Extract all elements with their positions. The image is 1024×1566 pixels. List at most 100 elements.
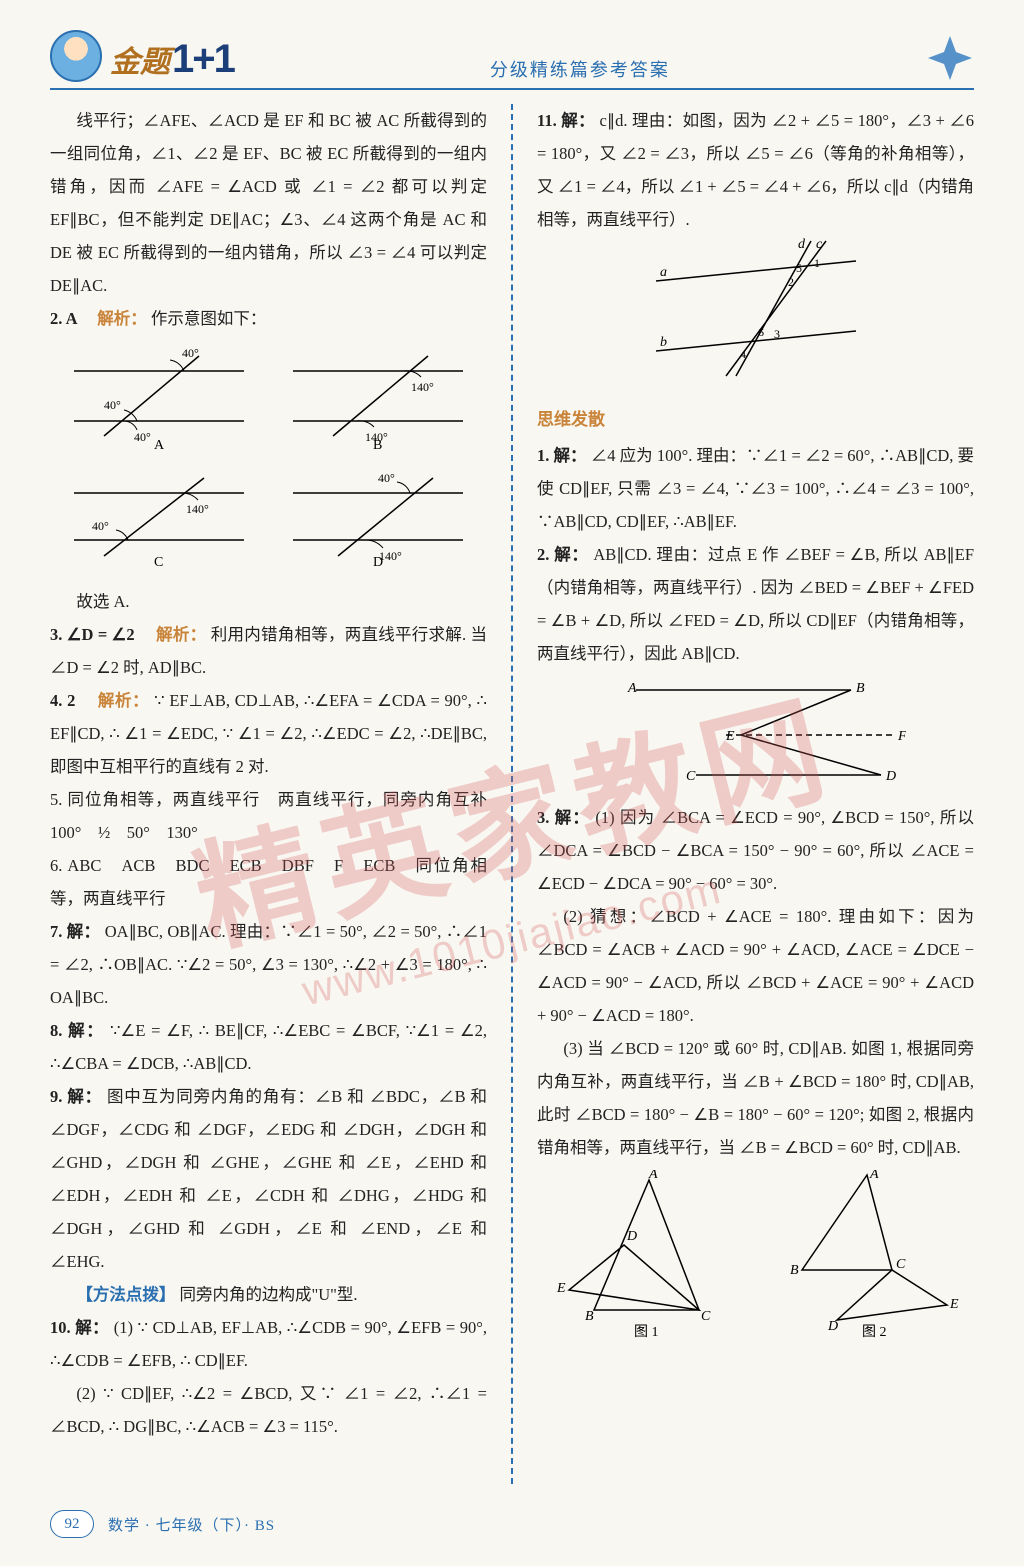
diagram-fig1: A B C D E 图 1 xyxy=(549,1170,739,1351)
svg-text:40°: 40° xyxy=(92,519,109,533)
analysis-label: 解析： xyxy=(98,691,149,710)
svg-text:40°: 40° xyxy=(378,471,395,485)
diagram-row-2: 140° 40° C 40° 140° D xyxy=(50,468,487,579)
solve-label: 解： xyxy=(75,1318,109,1337)
diagram-C: 140° 40° C xyxy=(64,468,254,579)
solve-label: 解： xyxy=(555,808,590,827)
header-subtitle: 分级精练篇参考答案 xyxy=(490,56,670,82)
q7-label: 7. xyxy=(50,922,62,941)
analysis-label: 解析： xyxy=(156,625,206,644)
section-sws: 思维发散 xyxy=(537,403,974,437)
page-header: 金题 1+1 分级精练篇参考答案 xyxy=(50,20,974,90)
solve-label: 解： xyxy=(67,1087,102,1106)
svg-text:6: 6 xyxy=(758,325,764,339)
diagram-s3-row: A B C D E 图 1 A B C D xyxy=(537,1170,974,1351)
svg-text:D: D xyxy=(626,1229,637,1244)
svg-text:B: B xyxy=(373,438,382,451)
svg-text:E: E xyxy=(725,729,735,744)
svg-text:E: E xyxy=(949,1297,959,1312)
l-q10: 10. 解： (1) ∵ CD⊥AB, EF⊥AB, ∴∠CDB = 90°, … xyxy=(50,1311,487,1377)
l-q6: 6. ABC ACB BDC ECB DBF F ECB 同位角相等，两直线平行 xyxy=(50,849,487,915)
svg-text:1: 1 xyxy=(814,256,820,270)
svg-text:2: 2 xyxy=(788,275,794,289)
svg-text:B: B xyxy=(856,681,865,696)
svg-text:4: 4 xyxy=(740,347,746,361)
page-footer: 92 数学 · 七年级（下）· BS xyxy=(50,1510,275,1538)
svg-text:A: A xyxy=(154,438,165,451)
header-ornament-icon xyxy=(926,34,974,82)
svg-text:3: 3 xyxy=(774,327,780,341)
right-column: 11. 解： c∥d. 理由：如图，因为 ∠2 + ∠5 = 180°，∠3 +… xyxy=(537,104,974,1484)
svg-text:D: D xyxy=(827,1319,838,1334)
svg-text:D: D xyxy=(373,555,383,568)
q8-label: 8. xyxy=(50,1021,62,1040)
svg-text:d: d xyxy=(798,237,806,252)
l-q9: 9. 解： 图中互为同旁内角的角有：∠B 和 ∠BDC，∠B 和 ∠DGF，∠C… xyxy=(50,1080,487,1278)
diagram-B: 140° 140° B xyxy=(283,341,473,462)
solve-label: 解： xyxy=(554,446,587,465)
l-q1-cont: 线平行；∠AFE、∠ACD 是 EF 和 BC 被 AC 所截得到的一组同位角，… xyxy=(50,104,487,302)
solve-label: 解： xyxy=(561,111,595,130)
s1-body: ∠4 应为 100°. 理由：∵∠1 = ∠2 = 60°, ∴AB∥CD, 要… xyxy=(537,446,974,531)
svg-text:C: C xyxy=(701,1309,711,1324)
avatar-icon xyxy=(50,30,102,82)
q2-analysis: 作示意图如下： xyxy=(151,309,267,328)
diagram-fig2: A B C D E 图 2 xyxy=(762,1170,962,1351)
svg-text:A: A xyxy=(648,1170,658,1182)
analysis-label: 解析： xyxy=(97,309,147,328)
left-column: 线平行；∠AFE、∠ACD 是 EF 和 BC 被 AC 所截得到的一组同位角，… xyxy=(50,104,487,1484)
svg-text:40°: 40° xyxy=(104,398,121,412)
select-A: 故选 A. xyxy=(50,585,487,618)
q9-label: 9. xyxy=(50,1087,62,1106)
l-q2: 2. A 解析： 作示意图如下： xyxy=(50,302,487,335)
q10-a: (1) ∵ CD⊥AB, EF⊥AB, ∴∠CDB = 90°, ∠EFB = … xyxy=(50,1318,487,1370)
svg-text:C: C xyxy=(896,1257,906,1272)
r-s3: 3. 解： (1) 因为 ∠BCA = ∠ECD = 90°, ∠BCD = 1… xyxy=(537,801,974,900)
svg-text:F: F xyxy=(897,729,906,744)
q3-label: 3. ∠D = ∠2 xyxy=(50,625,152,644)
page: 金题 1+1 分级精练篇参考答案 线平行；∠AFE、∠ACD 是 EF 和 BC… xyxy=(0,0,1024,1566)
r-s2: 2. 解： AB∥CD. 理由：过点 E 作 ∠BEF = ∠B, 所以 AB∥… xyxy=(537,538,974,670)
solve-label: 解： xyxy=(68,1021,104,1040)
s3-label: 3. xyxy=(537,808,549,827)
method-label: 【方法点拨】 xyxy=(76,1285,175,1304)
l-q8: 8. 解： ∵∠E = ∠F, ∴ BE∥CF, ∴∠EBC = ∠BCF, ∵… xyxy=(50,1014,487,1080)
diagram-D: 40° 140° D xyxy=(283,468,473,579)
column-divider xyxy=(511,104,513,1484)
s3-a: (1) 因为 ∠BCA = ∠ECD = 90°, ∠BCD = 150°, 所… xyxy=(537,808,974,893)
l-q7: 7. 解： OA∥BC, OB∥AC. 理由：∵∠1 = 50°, ∠2 = 5… xyxy=(50,915,487,1014)
svg-text:40°: 40° xyxy=(182,346,199,360)
q11-label: 11. xyxy=(537,111,557,130)
logo-text: 金题 1+1 xyxy=(110,37,234,82)
svg-text:B: B xyxy=(790,1263,799,1278)
svg-text:40°: 40° xyxy=(134,430,151,444)
r-q11: 11. 解： c∥d. 理由：如图，因为 ∠2 + ∠5 = 180°，∠3 +… xyxy=(537,104,974,236)
q7-body: OA∥BC, OB∥AC. 理由：∵∠1 = 50°, ∠2 = 50°, ∴∠… xyxy=(50,922,487,1007)
l-q3: 3. ∠D = ∠2 解析： 利用内错角相等，两直线平行求解. 当 ∠D = ∠… xyxy=(50,618,487,684)
footer-text: 数学 · 七年级（下）· BS xyxy=(108,1514,275,1535)
s1-label: 1. xyxy=(537,446,549,465)
q9-method-body: 同旁内角的边构成"U"型. xyxy=(180,1285,358,1304)
logo-group: 金题 1+1 xyxy=(50,30,234,82)
svg-text:B: B xyxy=(585,1309,594,1324)
svg-text:图 1: 图 1 xyxy=(634,1325,659,1340)
svg-text:5: 5 xyxy=(796,261,802,275)
page-number: 92 xyxy=(50,1510,94,1538)
svg-text:a: a xyxy=(660,265,667,280)
l-q9-method: 【方法点拨】 同旁内角的边构成"U"型. xyxy=(50,1278,487,1311)
svg-text:A: A xyxy=(627,681,637,696)
q9-body: 图中互为同旁内角的角有：∠B 和 ∠BDC，∠B 和 ∠DGF，∠CDG 和 ∠… xyxy=(50,1087,487,1271)
logo-num: 1+1 xyxy=(172,37,234,82)
l-q5: 5. 同位角相等，两直线平行 两直线平行，同旁内角互补 100° ½ 50° 1… xyxy=(50,783,487,849)
svg-text:图 2: 图 2 xyxy=(862,1325,887,1340)
l-q4: 4. 2 解析： ∵ EF⊥AB, CD⊥AB, ∴∠EFA = ∠CDA = … xyxy=(50,684,487,783)
s3-b: (2) 猜想：∠BCD + ∠ACE = 180°. 理由如下：因为 ∠BCD … xyxy=(537,900,974,1032)
diagram-s2: A B C D E F xyxy=(537,670,974,801)
svg-text:A: A xyxy=(869,1170,879,1182)
q10-b: (2) ∵ CD∥EF, ∴∠2 = ∠BCD, 又∵ ∠1 = ∠2, ∴∠1… xyxy=(50,1377,487,1443)
diagram-row-1: 40° 40° 40° A 140° xyxy=(50,341,487,462)
svg-text:D: D xyxy=(885,769,896,784)
svg-text:140°: 140° xyxy=(411,380,434,394)
s2-body: AB∥CD. 理由：过点 E 作 ∠BEF = ∠B, 所以 AB∥EF（内错角… xyxy=(537,545,974,663)
svg-text:c: c xyxy=(816,237,823,252)
